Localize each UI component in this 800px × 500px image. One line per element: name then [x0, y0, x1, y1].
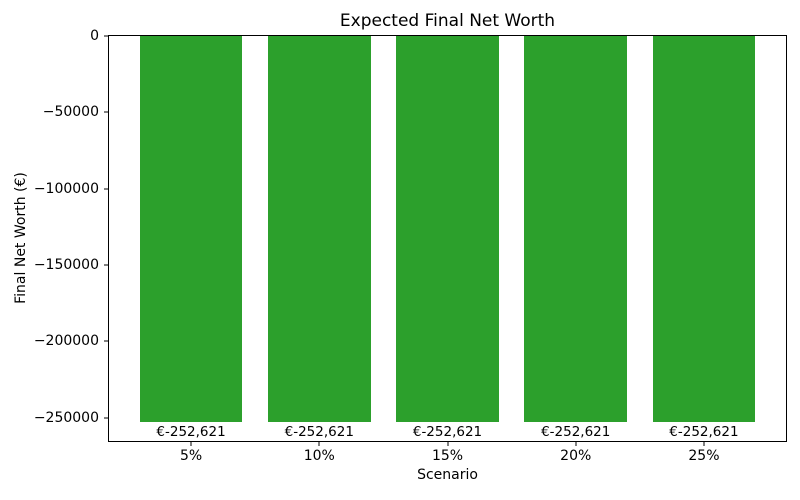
- plot-area: 0 −50000 −100000 −150000 −200000 −250000 €-252…: [34, 28, 787, 464]
- bar-value-label: €-252,621: [541, 423, 611, 440]
- bar-value-label: €-252,621: [669, 423, 739, 440]
- x-tick-mark: [447, 441, 448, 446]
- y-tick-mark: [104, 340, 109, 342]
- bar: [652, 36, 756, 422]
- y-tick-label: −200000: [33, 333, 99, 350]
- x-tick-label: 10%: [303, 448, 335, 464]
- x-axis-label: Scenario: [417, 467, 478, 483]
- x-tick-label: 25%: [688, 448, 720, 464]
- bar: [139, 36, 243, 422]
- y-tick-label: 0: [90, 28, 99, 44]
- x-tick-mark: [575, 441, 577, 446]
- bar: [396, 36, 499, 422]
- bar-value-label: €-252,621: [284, 423, 354, 440]
- y-tick-label: −250000: [33, 409, 99, 426]
- bar-value-label: €-252,621: [156, 423, 226, 440]
- x-tick-label: 5%: [179, 448, 203, 464]
- y-tick-mark: [104, 35, 109, 37]
- y-tick-label: −150000: [33, 257, 99, 274]
- y-tick-mark: [104, 417, 109, 419]
- x-tick-mark: [190, 441, 192, 446]
- y-tick-mark: [104, 111, 109, 113]
- chart-title: Expected Final Net Worth: [339, 11, 556, 31]
- y-tick-mark: [104, 188, 109, 190]
- x-tick-label: 20%: [560, 448, 592, 464]
- x-tick-mark: [703, 441, 705, 446]
- y-tick-label: −100000: [33, 180, 99, 197]
- x-tick-label: 15%: [431, 448, 464, 464]
- bar: [267, 36, 371, 422]
- bar-value-label: €-252,621: [412, 423, 483, 440]
- bar: [524, 36, 627, 422]
- x-tick-mark: [318, 441, 320, 446]
- y-tick-label: −50000: [42, 104, 99, 121]
- y-tick-mark: [104, 264, 109, 266]
